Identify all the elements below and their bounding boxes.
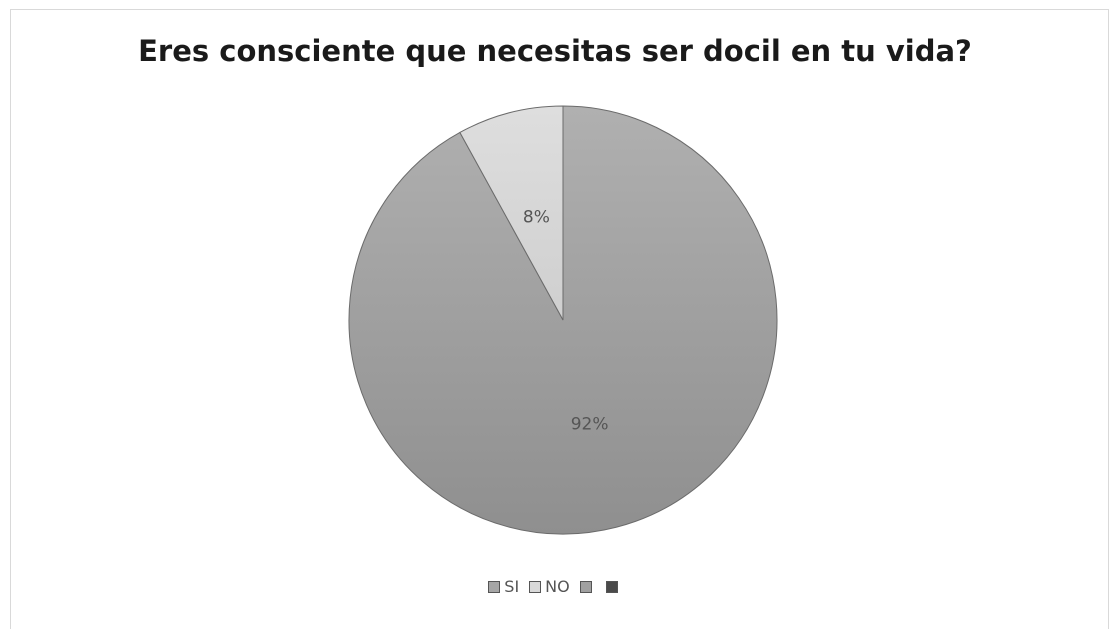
legend-item-no: NO (529, 578, 570, 596)
data-label-si: 92% (571, 415, 609, 435)
legend-label-si: SI (504, 577, 520, 596)
pie-slice-si (348, 105, 778, 535)
legend-swatch-no (529, 581, 542, 593)
data-label-no: 8% (523, 207, 550, 227)
legend-label-no: NO (545, 577, 570, 596)
pie-slice-no (459, 105, 564, 321)
legend-swatch-3 (579, 581, 592, 593)
chart-title: Eres consciente que necesitas ser docil … (138, 34, 972, 68)
legend-item-si: SI (488, 578, 519, 596)
legend-swatch-si (488, 581, 501, 593)
legend-swatch-4 (605, 581, 618, 593)
legend-item-3 (579, 581, 596, 593)
legend-item-4 (605, 581, 622, 593)
legend: SI NO (0, 578, 1110, 596)
